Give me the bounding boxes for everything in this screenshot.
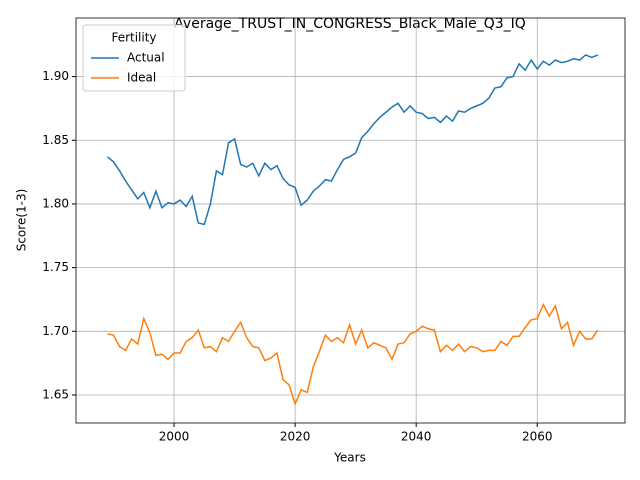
x-tick-label: 2020: [280, 430, 311, 444]
y-tick-label: 1.65: [42, 387, 69, 401]
legend-label: Actual: [127, 51, 165, 65]
legend-title: Fertility: [111, 31, 156, 45]
y-axis-label: Score(1-3): [15, 189, 29, 252]
x-tick-label: 2040: [401, 430, 432, 444]
chart-title: Average_TRUST_IN_CONGRESS_Black_Male_Q3_…: [174, 16, 526, 32]
x-tick-label: 2060: [522, 430, 553, 444]
x-tick-label: 2000: [159, 430, 190, 444]
line-series: [106, 54, 599, 226]
y-tick-label: 1.85: [42, 133, 69, 147]
line-series: [107, 302, 599, 407]
legend-box: [82, 24, 186, 92]
y-tick-label: 1.80: [42, 196, 69, 210]
x-axis-label: Years: [333, 451, 366, 465]
plot-frame: [75, 17, 626, 424]
y-tick-label: 1.75: [42, 260, 69, 274]
y-tick-label: 1.70: [42, 324, 69, 338]
y-tick-label: 1.90: [42, 69, 69, 83]
legend-label: Ideal: [127, 71, 156, 85]
